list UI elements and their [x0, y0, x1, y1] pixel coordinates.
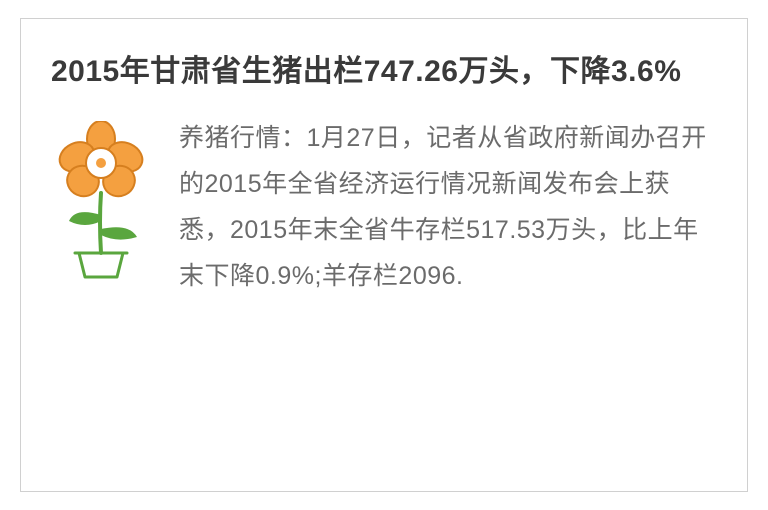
- content-row: 养猪行情：1月27日，记者从省政府新闻办召开的2015年全省经济运行情况新闻发布…: [51, 115, 717, 300]
- article-card: 2015年甘肃省生猪出栏747.26万头，下降3.6%: [20, 18, 748, 492]
- flower-icon: [51, 115, 161, 286]
- article-title: 2015年甘肃省生猪出栏747.26万头，下降3.6%: [51, 47, 717, 97]
- article-body: 养猪行情：1月27日，记者从省政府新闻办召开的2015年全省经济运行情况新闻发布…: [179, 115, 717, 300]
